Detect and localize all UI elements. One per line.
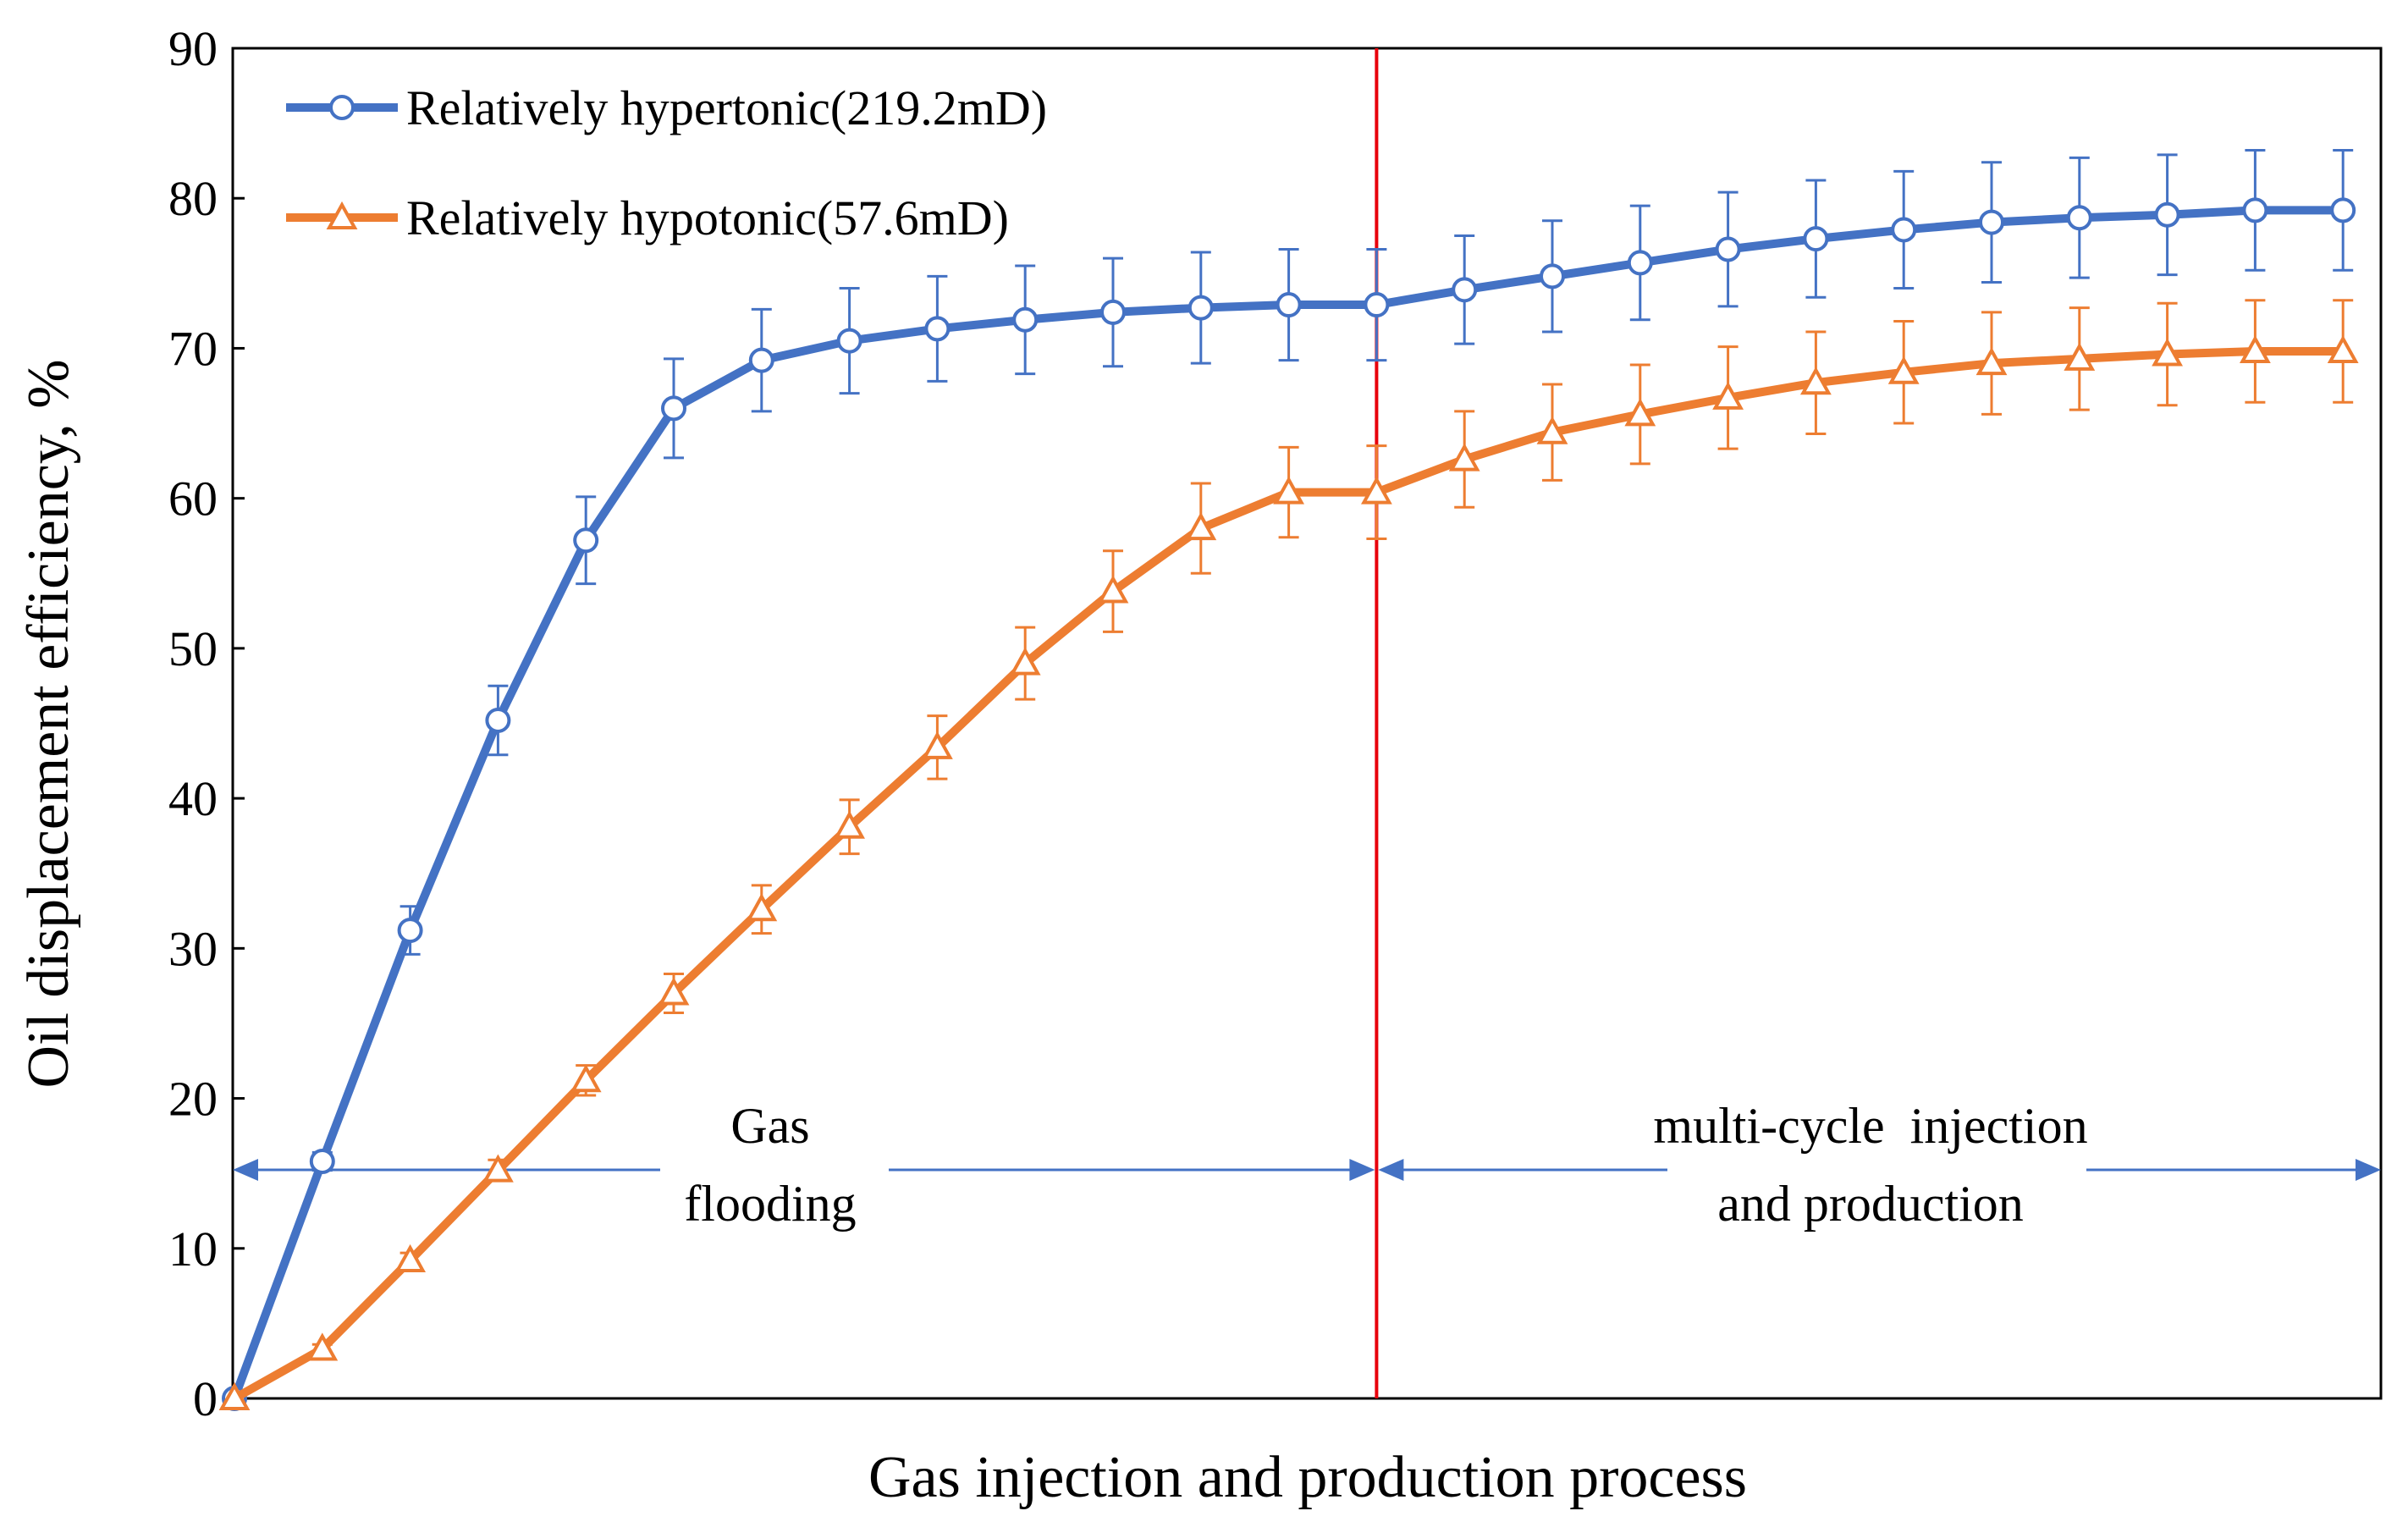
x-axis-title: Gas injection and production process	[868, 1445, 1747, 1510]
legend: Relatively hypertonic(219.2mD) Relatively…	[286, 80, 1047, 245]
arrow-head-right	[1349, 1159, 1375, 1181]
y-axis-title: Oil displacement efficiency, %	[16, 359, 81, 1088]
data-point	[1097, 575, 1129, 604]
plot-frame	[231, 47, 2383, 1400]
annotation-label: and production	[1717, 1176, 2024, 1232]
data-point	[1012, 306, 1039, 333]
data-point	[1536, 416, 1568, 444]
y-tick-label: 0	[193, 1371, 218, 1426]
legend-marker	[329, 95, 355, 120]
y-tick-label: 80	[168, 171, 218, 226]
data-point	[306, 1332, 339, 1361]
data-point	[2327, 334, 2359, 363]
data-point	[1803, 226, 1829, 252]
data-point	[573, 527, 599, 554]
data-point	[1364, 292, 1390, 318]
legend-label: Relatively hypotonic(57.6mD)	[406, 190, 1009, 245]
annotation-left: Gas flooding	[233, 1098, 1375, 1232]
data-point	[1540, 263, 1565, 290]
data-point	[922, 731, 953, 759]
data-point	[309, 1148, 335, 1174]
legend-marker	[326, 201, 358, 229]
data-point	[924, 316, 951, 342]
series-line	[230, 206, 2344, 1400]
y-axis-ticks: 0 10 20 30 40 50 60 70 80 90	[168, 21, 245, 1426]
data-point	[2242, 197, 2268, 223]
arrow-head-left	[1378, 1159, 1404, 1181]
data-point	[1975, 347, 2008, 376]
data-point	[1887, 356, 1920, 384]
y-tick-label: 40	[168, 771, 218, 826]
data-point	[1361, 476, 1392, 505]
data-point	[1624, 398, 1656, 427]
y-tick-label: 70	[168, 321, 218, 376]
legend-entry-1: Relatively hypertonic(219.2mD)	[286, 80, 1047, 135]
y-tick-label: 90	[168, 21, 218, 76]
phase-annotations: Gas flooding multi-cycle injection and prod…	[233, 1098, 2381, 1232]
data-point	[1009, 647, 1041, 676]
data-point	[2066, 205, 2092, 231]
data-point	[2330, 197, 2356, 223]
data-point	[746, 893, 778, 922]
arrow-head-right	[2356, 1159, 2381, 1181]
data-point	[1979, 209, 2004, 235]
data-point	[570, 1064, 602, 1093]
data-point	[658, 977, 690, 1006]
data-point	[661, 395, 686, 422]
data-point	[482, 1154, 514, 1183]
data-point	[2154, 201, 2180, 228]
data-point	[2240, 334, 2271, 363]
annotation-label: Gas	[730, 1098, 809, 1154]
y-tick-label: 50	[168, 621, 218, 676]
data-point	[1273, 476, 1304, 505]
data-point	[2152, 338, 2183, 367]
data-point	[1712, 381, 1744, 410]
legend-label: Relatively hypertonic(219.2mD)	[406, 80, 1047, 135]
data-point	[834, 810, 865, 839]
series-1	[222, 149, 2356, 1411]
data-point	[1891, 217, 1917, 243]
data-point	[1187, 295, 1214, 321]
data-point	[397, 918, 423, 944]
data-point	[1100, 299, 1126, 325]
data-point	[1715, 236, 1741, 262]
data-point	[394, 1243, 426, 1272]
y-tick-label: 60	[168, 471, 218, 527]
y-tick-label: 20	[168, 1072, 218, 1127]
annotation-label: multi-cycle injection	[1653, 1098, 2087, 1154]
data-point	[836, 328, 862, 354]
arrow-head-left	[233, 1159, 258, 1181]
data-point	[1627, 250, 1653, 276]
data-point	[1448, 443, 1480, 471]
y-tick-label: 10	[168, 1221, 218, 1277]
data-point	[1452, 277, 1478, 303]
data-point	[485, 707, 511, 733]
data-point	[1800, 367, 1832, 395]
data-point	[748, 347, 774, 373]
data-point	[2064, 342, 2096, 371]
y-tick-label: 30	[168, 921, 218, 976]
annotation-right: multi-cycle injection and production	[1378, 1098, 2381, 1232]
series-2	[218, 299, 2359, 1410]
data-point	[218, 1381, 251, 1410]
series-layer	[218, 149, 2359, 1411]
annotation-label: flooding	[684, 1176, 856, 1232]
data-point	[1185, 511, 1217, 541]
data-point	[1276, 292, 1302, 318]
legend-entry-2: Relatively hypotonic(57.6mD)	[286, 190, 1009, 245]
